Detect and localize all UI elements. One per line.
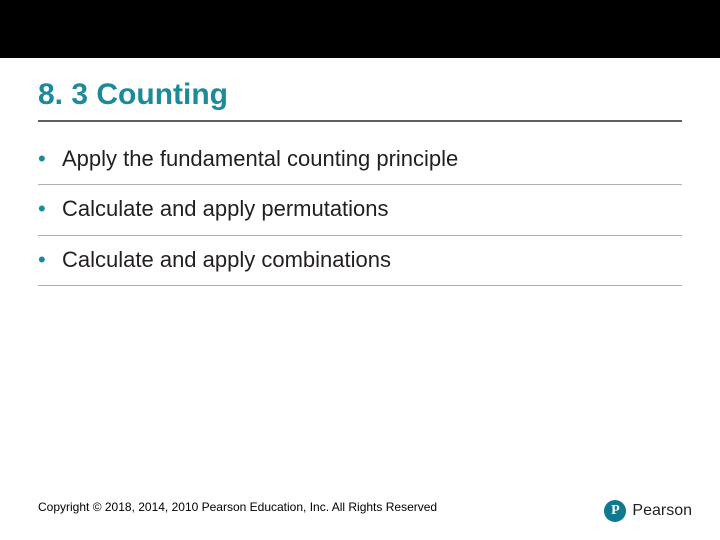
bullet-text: Calculate and apply combinations xyxy=(62,247,391,273)
bullet-icon: • xyxy=(38,148,62,170)
logo-mark-icon: P xyxy=(604,500,626,522)
bullet-icon: • xyxy=(38,249,62,271)
bullet-text: Apply the fundamental counting principle xyxy=(62,146,458,172)
title-divider xyxy=(38,120,682,122)
list-item: • Calculate and apply permutations xyxy=(38,185,682,235)
bullet-icon: • xyxy=(38,198,62,220)
top-bar xyxy=(0,0,720,58)
pearson-logo: P Pearson xyxy=(604,500,692,522)
slide-title: 8. 3 Counting xyxy=(38,78,228,112)
bullet-list: • Apply the fundamental counting princip… xyxy=(38,135,682,286)
bullet-text: Calculate and apply permutations xyxy=(62,196,389,222)
list-item: • Calculate and apply combinations xyxy=(38,236,682,286)
copyright-text: Copyright © 2018, 2014, 2010 Pearson Edu… xyxy=(38,500,437,514)
logo-text: Pearson xyxy=(632,502,692,520)
list-item: • Apply the fundamental counting princip… xyxy=(38,135,682,185)
